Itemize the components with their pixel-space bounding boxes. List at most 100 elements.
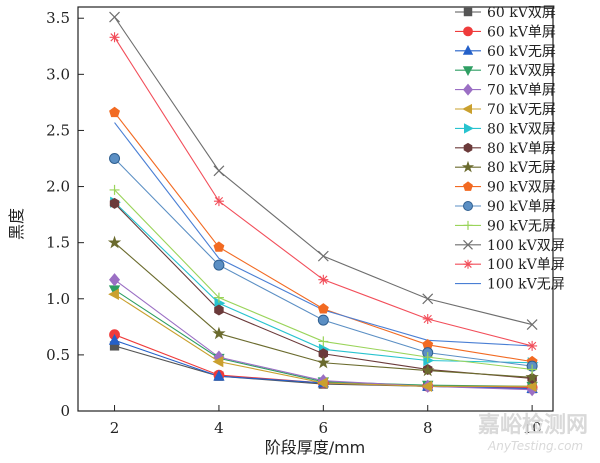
data-point — [213, 369, 225, 381]
data-point — [462, 44, 474, 55]
legend: 60 kV双屏 60 kV单屏 60 kV无屏 70 kV双屏 70 kV单屏 70 kV… — [455, 5, 565, 293]
plot-frame — [77, 6, 554, 412]
data-point — [461, 160, 475, 173]
data-point — [109, 184, 120, 195]
series-marker-group — [109, 106, 538, 367]
data-point — [109, 11, 120, 23]
data-point — [109, 273, 121, 287]
y-tick-label: 3.0 — [46, 65, 70, 83]
data-point — [463, 26, 473, 37]
y-axis-title: 黑度 — [7, 208, 26, 240]
data-point — [463, 142, 473, 153]
watermark: 嘉峪检测网 AnyTesting.com — [478, 412, 588, 453]
y-tick-label: 1.5 — [46, 234, 70, 252]
data-point — [462, 103, 473, 115]
data-point — [527, 364, 538, 375]
y-tick-label: 3.5 — [46, 9, 70, 27]
legend-label: 60 kV单屏 — [487, 24, 556, 40]
data-point — [525, 380, 537, 392]
legend-label: 80 kV双屏 — [487, 121, 556, 137]
legend-item: 100 kV双屏 — [455, 238, 565, 254]
legend-label: 90 kV双屏 — [487, 180, 556, 196]
legend-label: 80 kV无屏 — [487, 160, 556, 176]
legend-item: 80 kV单屏 — [455, 141, 556, 157]
data-point — [317, 250, 329, 262]
legend-label: 60 kV无屏 — [487, 44, 556, 60]
x-tick-label: 10 — [523, 419, 542, 437]
legend-item: 80 kV双屏 — [455, 121, 556, 137]
x-tick-label: 6 — [319, 419, 329, 437]
data-point — [422, 313, 433, 324]
series-marker-group — [108, 288, 537, 392]
watermark-text: 嘉峪检测网 — [478, 412, 588, 438]
y-tick-label: 2.5 — [46, 121, 70, 139]
data-point — [213, 292, 224, 303]
data-point — [463, 123, 474, 134]
data-point — [422, 352, 433, 363]
data-point — [109, 106, 121, 118]
legend-label: 100 kV无屏 — [487, 277, 565, 293]
data-point — [214, 304, 224, 316]
data-point — [463, 259, 473, 269]
legend-label: 80 kV单屏 — [487, 141, 556, 157]
series-marker-group — [109, 197, 537, 384]
series-marker-group — [110, 196, 539, 369]
data-point — [462, 83, 474, 96]
data-point — [108, 333, 121, 345]
x-tick-label: 4 — [214, 419, 224, 437]
y-tick-label: 1.0 — [46, 290, 70, 308]
watermark-url: AnyTesting.com — [487, 439, 583, 453]
data-point — [212, 326, 226, 340]
legend-item: 100 kV单屏 — [455, 257, 565, 273]
data-point — [463, 181, 473, 191]
series-marker-group — [109, 273, 538, 397]
axis-ticks: 0 0.5 1.0 1.5 2.0 2.5 3.0 3.5 2 4 6 8 10 — [46, 9, 542, 437]
legend-item: 70 kV无屏 — [455, 102, 556, 118]
data-point — [212, 355, 224, 368]
legend-label: 70 kV无屏 — [487, 102, 556, 118]
series-marker-group — [109, 11, 538, 331]
data-point — [213, 165, 225, 177]
legend-label: 70 kV单屏 — [487, 83, 556, 99]
legend-label: 60 kV双屏 — [487, 5, 556, 21]
data-point — [316, 355, 330, 369]
data-point — [462, 66, 474, 77]
y-tick-label: 0.5 — [46, 346, 70, 364]
data-point — [463, 239, 473, 250]
series-markers — [107, 11, 539, 397]
legend-label: 90 kV无屏 — [487, 218, 556, 234]
series-marker-group — [109, 32, 538, 351]
data-point — [525, 370, 539, 383]
data-point — [422, 293, 434, 305]
data-point — [463, 220, 473, 230]
y-tick-label: 2.0 — [46, 178, 70, 196]
data-point — [213, 259, 225, 271]
legend-label: 70 kV双屏 — [487, 63, 556, 79]
legend-item: 60 kV无屏 — [455, 44, 556, 60]
data-point — [317, 314, 329, 326]
data-point — [463, 7, 473, 17]
data-point — [421, 380, 433, 392]
data-point — [108, 288, 119, 300]
legend-item: 60 kV单屏 — [455, 24, 556, 40]
legend-item: 90 kV无屏 — [455, 218, 556, 234]
data-point — [213, 241, 225, 252]
data-point — [318, 336, 329, 347]
y-tick-label: 0 — [60, 402, 70, 420]
legend-item: 60 kV双屏 — [455, 5, 556, 21]
data-point — [526, 319, 538, 331]
x-tick-label: 8 — [423, 419, 433, 437]
data-point — [213, 196, 224, 207]
data-point — [109, 153, 121, 164]
data-point — [421, 363, 435, 377]
legend-item: 70 kV单屏 — [455, 83, 556, 99]
legend-item: 80 kV无屏 — [455, 160, 556, 176]
series-marker-group — [107, 235, 539, 383]
x-axis-title: 阶段厚度/mm — [265, 438, 366, 457]
legend-label: 100 kV单屏 — [487, 257, 565, 273]
legend-item: 90 kV双屏 — [455, 180, 556, 196]
data-point — [527, 340, 538, 351]
data-point — [109, 197, 120, 209]
data-point — [316, 377, 328, 389]
data-point — [318, 274, 329, 285]
